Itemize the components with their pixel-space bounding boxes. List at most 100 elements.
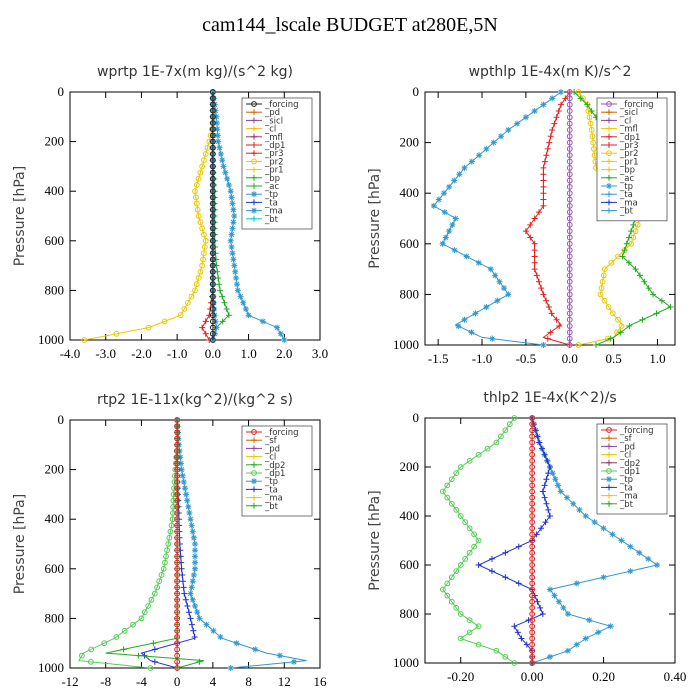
legend-marker — [251, 199, 257, 206]
legend-marker — [251, 109, 257, 116]
series-point-forcing — [174, 665, 181, 671]
y-tick-label: 200 — [45, 134, 65, 149]
series-point-tp — [618, 537, 625, 544]
series-point-ma — [211, 306, 218, 312]
series-point-forcing — [566, 259, 573, 266]
series-point-ac — [623, 240, 630, 247]
legend-entry: _tp — [619, 475, 633, 485]
series-point-dp1 — [148, 596, 155, 603]
series-point-forcing — [566, 304, 573, 310]
series-line-dp1 — [442, 417, 515, 664]
legend-entry: _cl — [264, 125, 276, 135]
series-point-tp — [185, 503, 192, 510]
series-point-dp1 — [536, 278, 543, 285]
series-point-ac — [636, 272, 643, 279]
series-point-pr2 — [600, 272, 607, 279]
y-tick-label: 400 — [400, 185, 420, 200]
series-point-pr2 — [589, 133, 596, 140]
series-point-dp1 — [540, 196, 547, 203]
legend-marker — [251, 142, 257, 148]
series-point-forcing — [529, 568, 536, 575]
x-tick-label: -1.0 — [472, 351, 493, 366]
y-axis-label: Pressure [hPa] — [12, 166, 28, 266]
series-point-forcing — [566, 247, 573, 254]
legend-marker — [606, 207, 612, 214]
series-point-tp — [189, 528, 196, 535]
series-point-pr2 — [199, 225, 206, 232]
series-point-tp — [213, 120, 220, 126]
series-point-dp1 — [522, 228, 529, 235]
series-point-forcing — [174, 429, 181, 436]
series-point-dp1 — [161, 559, 168, 566]
series-point-forcing — [529, 457, 536, 464]
series-point-dp2 — [135, 652, 142, 659]
y-tick-label: 800 — [45, 282, 65, 297]
series-point-forcing — [566, 165, 573, 171]
series-point-tp — [476, 152, 483, 159]
panel-title: wpthlp 1E-4x(m K)/s^2 — [469, 64, 632, 80]
series-point-ac — [593, 342, 600, 348]
series-point-tp — [463, 253, 470, 260]
series-point-dp1 — [444, 592, 451, 599]
series-point-tp — [468, 158, 475, 165]
series-point-ta — [151, 646, 158, 653]
y-tick-label: 0 — [58, 84, 65, 99]
series-point-dp1 — [151, 590, 158, 597]
series-point-tp — [225, 182, 232, 188]
legend-marker — [606, 117, 612, 124]
series-point-ta — [545, 506, 552, 513]
series-point-tp — [570, 500, 577, 507]
legend-marker — [251, 429, 257, 435]
series-point-pr2 — [113, 330, 120, 337]
series-point-tp — [461, 164, 468, 171]
legend-marker — [251, 158, 257, 165]
series-point-dp1 — [540, 177, 547, 184]
series-point-dp1 — [154, 584, 160, 591]
series-point-dp1 — [79, 652, 85, 659]
series-point-pr2 — [192, 194, 199, 201]
series-point-ac — [619, 253, 626, 260]
series-point-forcing — [529, 549, 536, 556]
legend-marker — [606, 142, 612, 148]
series-point-tp — [228, 194, 235, 201]
series-point-dp1 — [471, 543, 478, 550]
series-point-pr2 — [161, 318, 168, 325]
series-point-ta — [515, 580, 522, 587]
series-point-ac — [630, 221, 637, 228]
series-point-dp1 — [531, 266, 538, 273]
series-point-forcing — [209, 194, 216, 201]
series-point-dp1 — [444, 482, 451, 489]
series-point-pr2 — [197, 169, 204, 176]
series-point-dp1 — [544, 335, 551, 342]
legend-marker — [251, 215, 257, 222]
series-point-forcing — [174, 627, 181, 634]
legend-marker — [606, 500, 612, 507]
series-point-forcing — [566, 278, 573, 285]
series-point-forcing — [529, 488, 536, 495]
series-point-dp1 — [156, 578, 163, 585]
series-point-ma — [210, 299, 217, 306]
series-point-dp1 — [506, 421, 513, 428]
legend-marker — [606, 443, 612, 450]
series-point-forcing — [174, 658, 181, 665]
series-point-ta — [543, 476, 550, 483]
series-point-forcing — [174, 652, 181, 659]
series-point-tp — [595, 629, 602, 636]
series-point-dp1 — [527, 221, 534, 228]
series-point-tp — [492, 272, 499, 279]
panel-1: wprtp 1E-7x(m kg)/(s^2 kg) Pressure [hPa]… — [12, 64, 328, 361]
series-point-tp — [555, 482, 562, 489]
series-point-dp1 — [543, 297, 550, 304]
series-point-dp1 — [475, 623, 482, 630]
series-point-ac — [223, 306, 230, 312]
series-point-forcing — [174, 435, 181, 442]
series-point-tp — [192, 603, 198, 609]
series-point-dp1 — [141, 609, 148, 616]
series-point-forcing — [209, 330, 216, 337]
y-tick-label: 1000 — [393, 655, 419, 670]
series-point-tp — [192, 547, 198, 554]
series-point-dp1 — [540, 164, 547, 171]
series-point-ta — [184, 603, 191, 609]
series-point-tp — [557, 488, 564, 495]
